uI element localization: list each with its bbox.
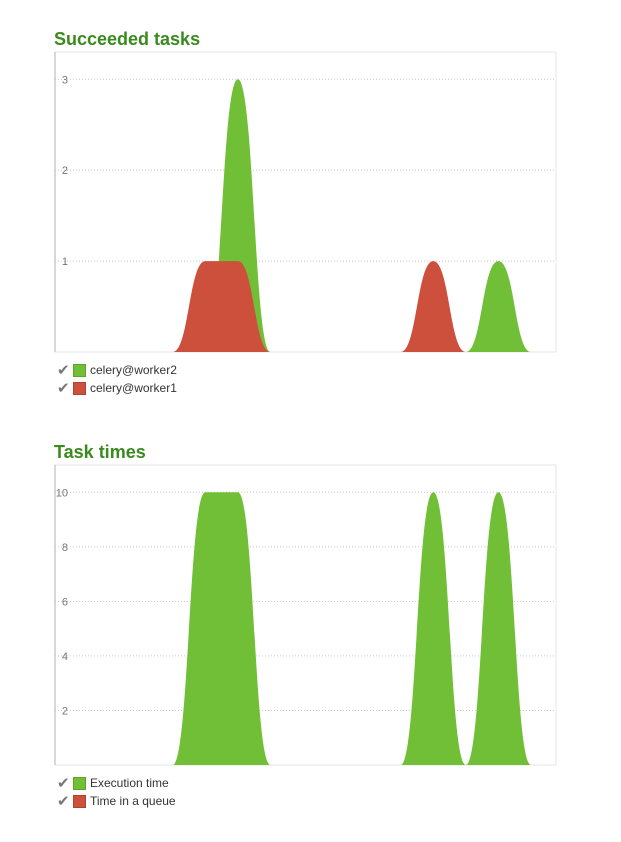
- checkmark-icon[interactable]: ✔: [57, 361, 70, 379]
- legend-item-worker1[interactable]: ✔ celery@worker1: [57, 379, 557, 397]
- plot-background: [54, 51, 557, 353]
- legend-item-worker2[interactable]: ✔ celery@worker2: [57, 361, 557, 379]
- legend-swatch: [73, 363, 86, 377]
- legend-swatch: [73, 776, 86, 790]
- series-area-1: [75, 492, 531, 765]
- y-tick-label: 8: [62, 542, 68, 554]
- plot-background: [54, 464, 557, 766]
- task-times-panel: Task times 2 4 6 8 10 ✔ Execution time ✔ Tim…: [54, 440, 557, 810]
- succeeded-tasks-panel: Succeeded tasks 1 2 3 ✔ celery@worker2 ✔ c…: [54, 27, 557, 397]
- legend-swatch: [73, 794, 86, 808]
- legend-swatch: [73, 381, 86, 395]
- chart-title: Task times: [54, 442, 146, 462]
- y-tick-label: 4: [62, 651, 68, 663]
- checkmark-icon[interactable]: ✔: [57, 774, 70, 792]
- legend-label: Time in a queue: [90, 794, 176, 808]
- series-area-2: [75, 261, 531, 352]
- legend: ✔ Execution time ✔ Time in a queue: [54, 774, 557, 810]
- chart-title: Succeeded tasks: [54, 29, 201, 49]
- legend: ✔ celery@worker2 ✔ celery@worker1: [54, 361, 557, 397]
- y-tick-label: 3: [62, 74, 68, 86]
- y-tick-label: 6: [62, 596, 68, 608]
- y-tick-label: 2: [62, 705, 68, 717]
- legend-item-time-in-queue[interactable]: ✔ Time in a queue: [57, 792, 557, 810]
- y-tick-label: 2: [62, 165, 68, 177]
- checkmark-icon[interactable]: ✔: [57, 792, 70, 810]
- y-tick-label: 10: [56, 487, 68, 499]
- series-area-1: [75, 79, 531, 352]
- legend-label: celery@worker2: [90, 363, 177, 377]
- legend-label: Execution time: [90, 776, 169, 790]
- task-times-chart: 2 4 6 8 10: [54, 464, 557, 766]
- succeeded-tasks-chart: 1 2 3: [54, 51, 557, 353]
- legend-label: celery@worker1: [90, 381, 177, 395]
- checkmark-icon[interactable]: ✔: [57, 379, 70, 397]
- y-tick-label: 1: [62, 256, 68, 268]
- legend-item-execution-time[interactable]: ✔ Execution time: [57, 774, 557, 792]
